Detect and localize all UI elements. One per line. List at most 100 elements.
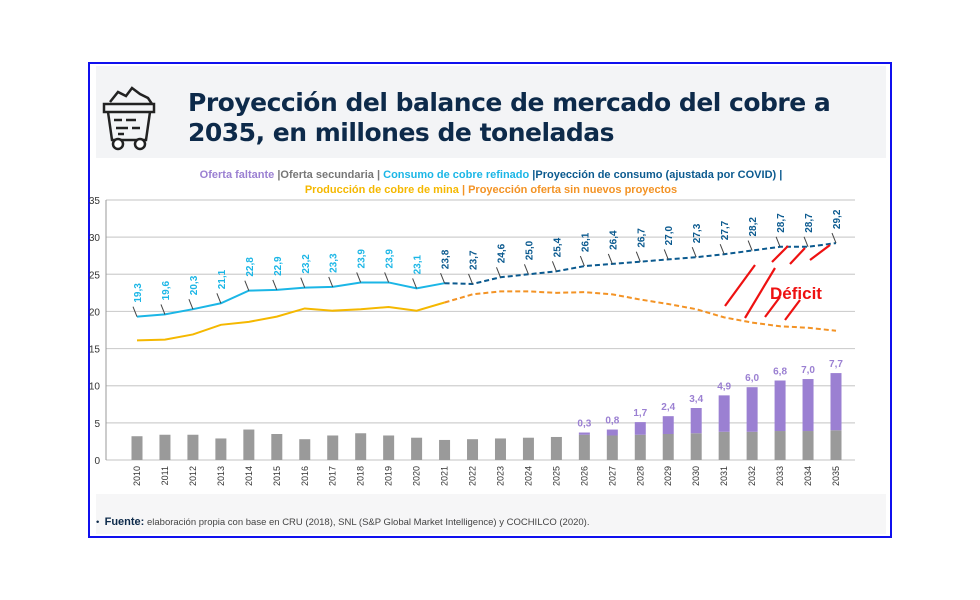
line-data-label: 23,8 xyxy=(441,249,452,269)
label-leader xyxy=(272,279,278,291)
x-tick-label: 2020 xyxy=(412,466,422,486)
x-tick-label: 2012 xyxy=(188,466,198,486)
legend-separator: | xyxy=(377,169,381,181)
bar-oferta-secundaria xyxy=(774,431,786,460)
legend-separator: | xyxy=(277,169,281,181)
source-text: elaboración propia con base en CRU (2018… xyxy=(146,517,590,528)
bar-data-label: 1,7 xyxy=(633,408,647,419)
x-tick-label: 2034 xyxy=(803,466,813,486)
label-leader xyxy=(160,304,166,315)
bar-oferta-secundaria xyxy=(439,439,451,460)
line-data-label: 23,7 xyxy=(469,250,480,270)
mine-cart-icon xyxy=(102,86,156,151)
bar-data-label: 3,4 xyxy=(689,394,703,405)
x-tick-label: 2024 xyxy=(523,466,533,486)
x-tick-label: 2033 xyxy=(775,466,785,486)
label-leader xyxy=(579,255,585,267)
deficit-hatch xyxy=(789,247,806,265)
x-tick-label: 2010 xyxy=(132,466,142,486)
bar-oferta-faltante xyxy=(634,422,646,435)
bar-oferta-secundaria xyxy=(634,434,646,460)
bar-oferta-secundaria xyxy=(215,438,227,460)
line-data-label: 21,1 xyxy=(217,269,228,289)
label-leader xyxy=(635,251,641,262)
x-tick-label: 2021 xyxy=(440,466,450,486)
legend-separator: | xyxy=(461,184,466,196)
line-consumo-refinado xyxy=(136,281,445,318)
label-leader xyxy=(691,247,697,258)
x-tick-label: 2017 xyxy=(328,466,338,486)
line-data-label: 27,3 xyxy=(692,223,703,243)
bar-oferta-secundaria xyxy=(187,434,199,460)
line-produccion-mina xyxy=(136,301,445,342)
y-tick-label: 5 xyxy=(94,419,100,430)
label-leader xyxy=(216,293,222,304)
bar-data-label: 2,4 xyxy=(661,402,675,413)
bar-oferta-secundaria xyxy=(271,434,283,460)
footer-band xyxy=(96,494,886,534)
bar-oferta-secundaria xyxy=(327,435,339,460)
label-leader xyxy=(468,273,473,285)
x-tick-label: 2022 xyxy=(468,466,478,486)
bar-oferta-secundaria xyxy=(662,434,674,460)
y-tick-label: 35 xyxy=(89,196,101,207)
deficit-hatch xyxy=(771,245,789,263)
line-data-label: 19,6 xyxy=(161,280,172,300)
bar-oferta-secundaria xyxy=(494,438,506,460)
deficit-hatch xyxy=(744,267,776,319)
bar-oferta-secundaria xyxy=(131,436,143,460)
line-data-label: 29,2 xyxy=(832,209,843,229)
label-leader xyxy=(328,276,334,288)
x-tick-label: 2015 xyxy=(272,466,282,486)
legend-oferta-secundaria: Oferta secundaria xyxy=(280,169,374,181)
y-tick-label: 30 xyxy=(89,233,101,244)
label-leader xyxy=(188,299,194,310)
y-tick-label: 15 xyxy=(89,345,101,356)
bar-data-label: 7,0 xyxy=(801,365,815,376)
line-data-label: 26,4 xyxy=(608,230,619,250)
label-leader xyxy=(356,272,362,283)
label-leader xyxy=(244,280,250,291)
line-data-label: 28,7 xyxy=(804,213,815,233)
chart-legend: Oferta faltante |Oferta secundaria | Con… xyxy=(96,168,886,198)
legend-produccion: Producción de cobre de mina xyxy=(304,184,459,196)
title-band xyxy=(96,66,886,158)
y-tick-label: 0 xyxy=(94,456,100,467)
bar-oferta-secundaria xyxy=(159,434,171,460)
bar-oferta-faltante xyxy=(662,416,674,434)
bar-oferta-secundaria xyxy=(830,430,842,460)
label-leader xyxy=(384,272,390,283)
label-leader xyxy=(831,232,837,244)
bar-oferta-secundaria xyxy=(411,437,423,460)
bar-oferta-secundaria xyxy=(606,435,618,460)
x-tick-label: 2014 xyxy=(244,466,254,486)
bar-oferta-faltante xyxy=(718,395,730,432)
line-data-label: 27,0 xyxy=(664,226,675,246)
bar-oferta-faltante xyxy=(578,432,590,435)
x-tick-label: 2016 xyxy=(300,466,310,486)
source-note: • Fuente: elaboración propia con base en… xyxy=(96,516,590,528)
bar-oferta-secundaria xyxy=(802,431,814,460)
x-tick-label: 2029 xyxy=(663,466,673,486)
source-label: Fuente: xyxy=(104,516,145,528)
label-leader xyxy=(412,278,418,289)
line-proyeccion-consumo xyxy=(444,242,837,285)
y-tick-label: 20 xyxy=(89,307,101,318)
line-data-label: 28,7 xyxy=(776,213,787,233)
legend-oferta-faltante: Oferta faltante xyxy=(199,169,275,181)
bar-oferta-secundaria xyxy=(578,434,590,460)
x-tick-label: 2011 xyxy=(160,466,170,485)
line-data-label: 23,9 xyxy=(357,249,368,269)
line-data-label: 28,2 xyxy=(748,217,759,237)
bar-oferta-secundaria xyxy=(690,433,702,460)
line-proyeccion-oferta xyxy=(444,290,837,332)
bar-data-label: 0,8 xyxy=(605,416,619,427)
bar-data-label: 0,3 xyxy=(577,419,591,430)
deficit-hatch xyxy=(724,264,756,307)
bar-data-label: 4,9 xyxy=(717,381,731,392)
bar-oferta-faltante xyxy=(690,408,702,434)
bar-oferta-faltante xyxy=(802,379,814,432)
page-title: Proyección del balance de mercado del co… xyxy=(188,88,831,147)
